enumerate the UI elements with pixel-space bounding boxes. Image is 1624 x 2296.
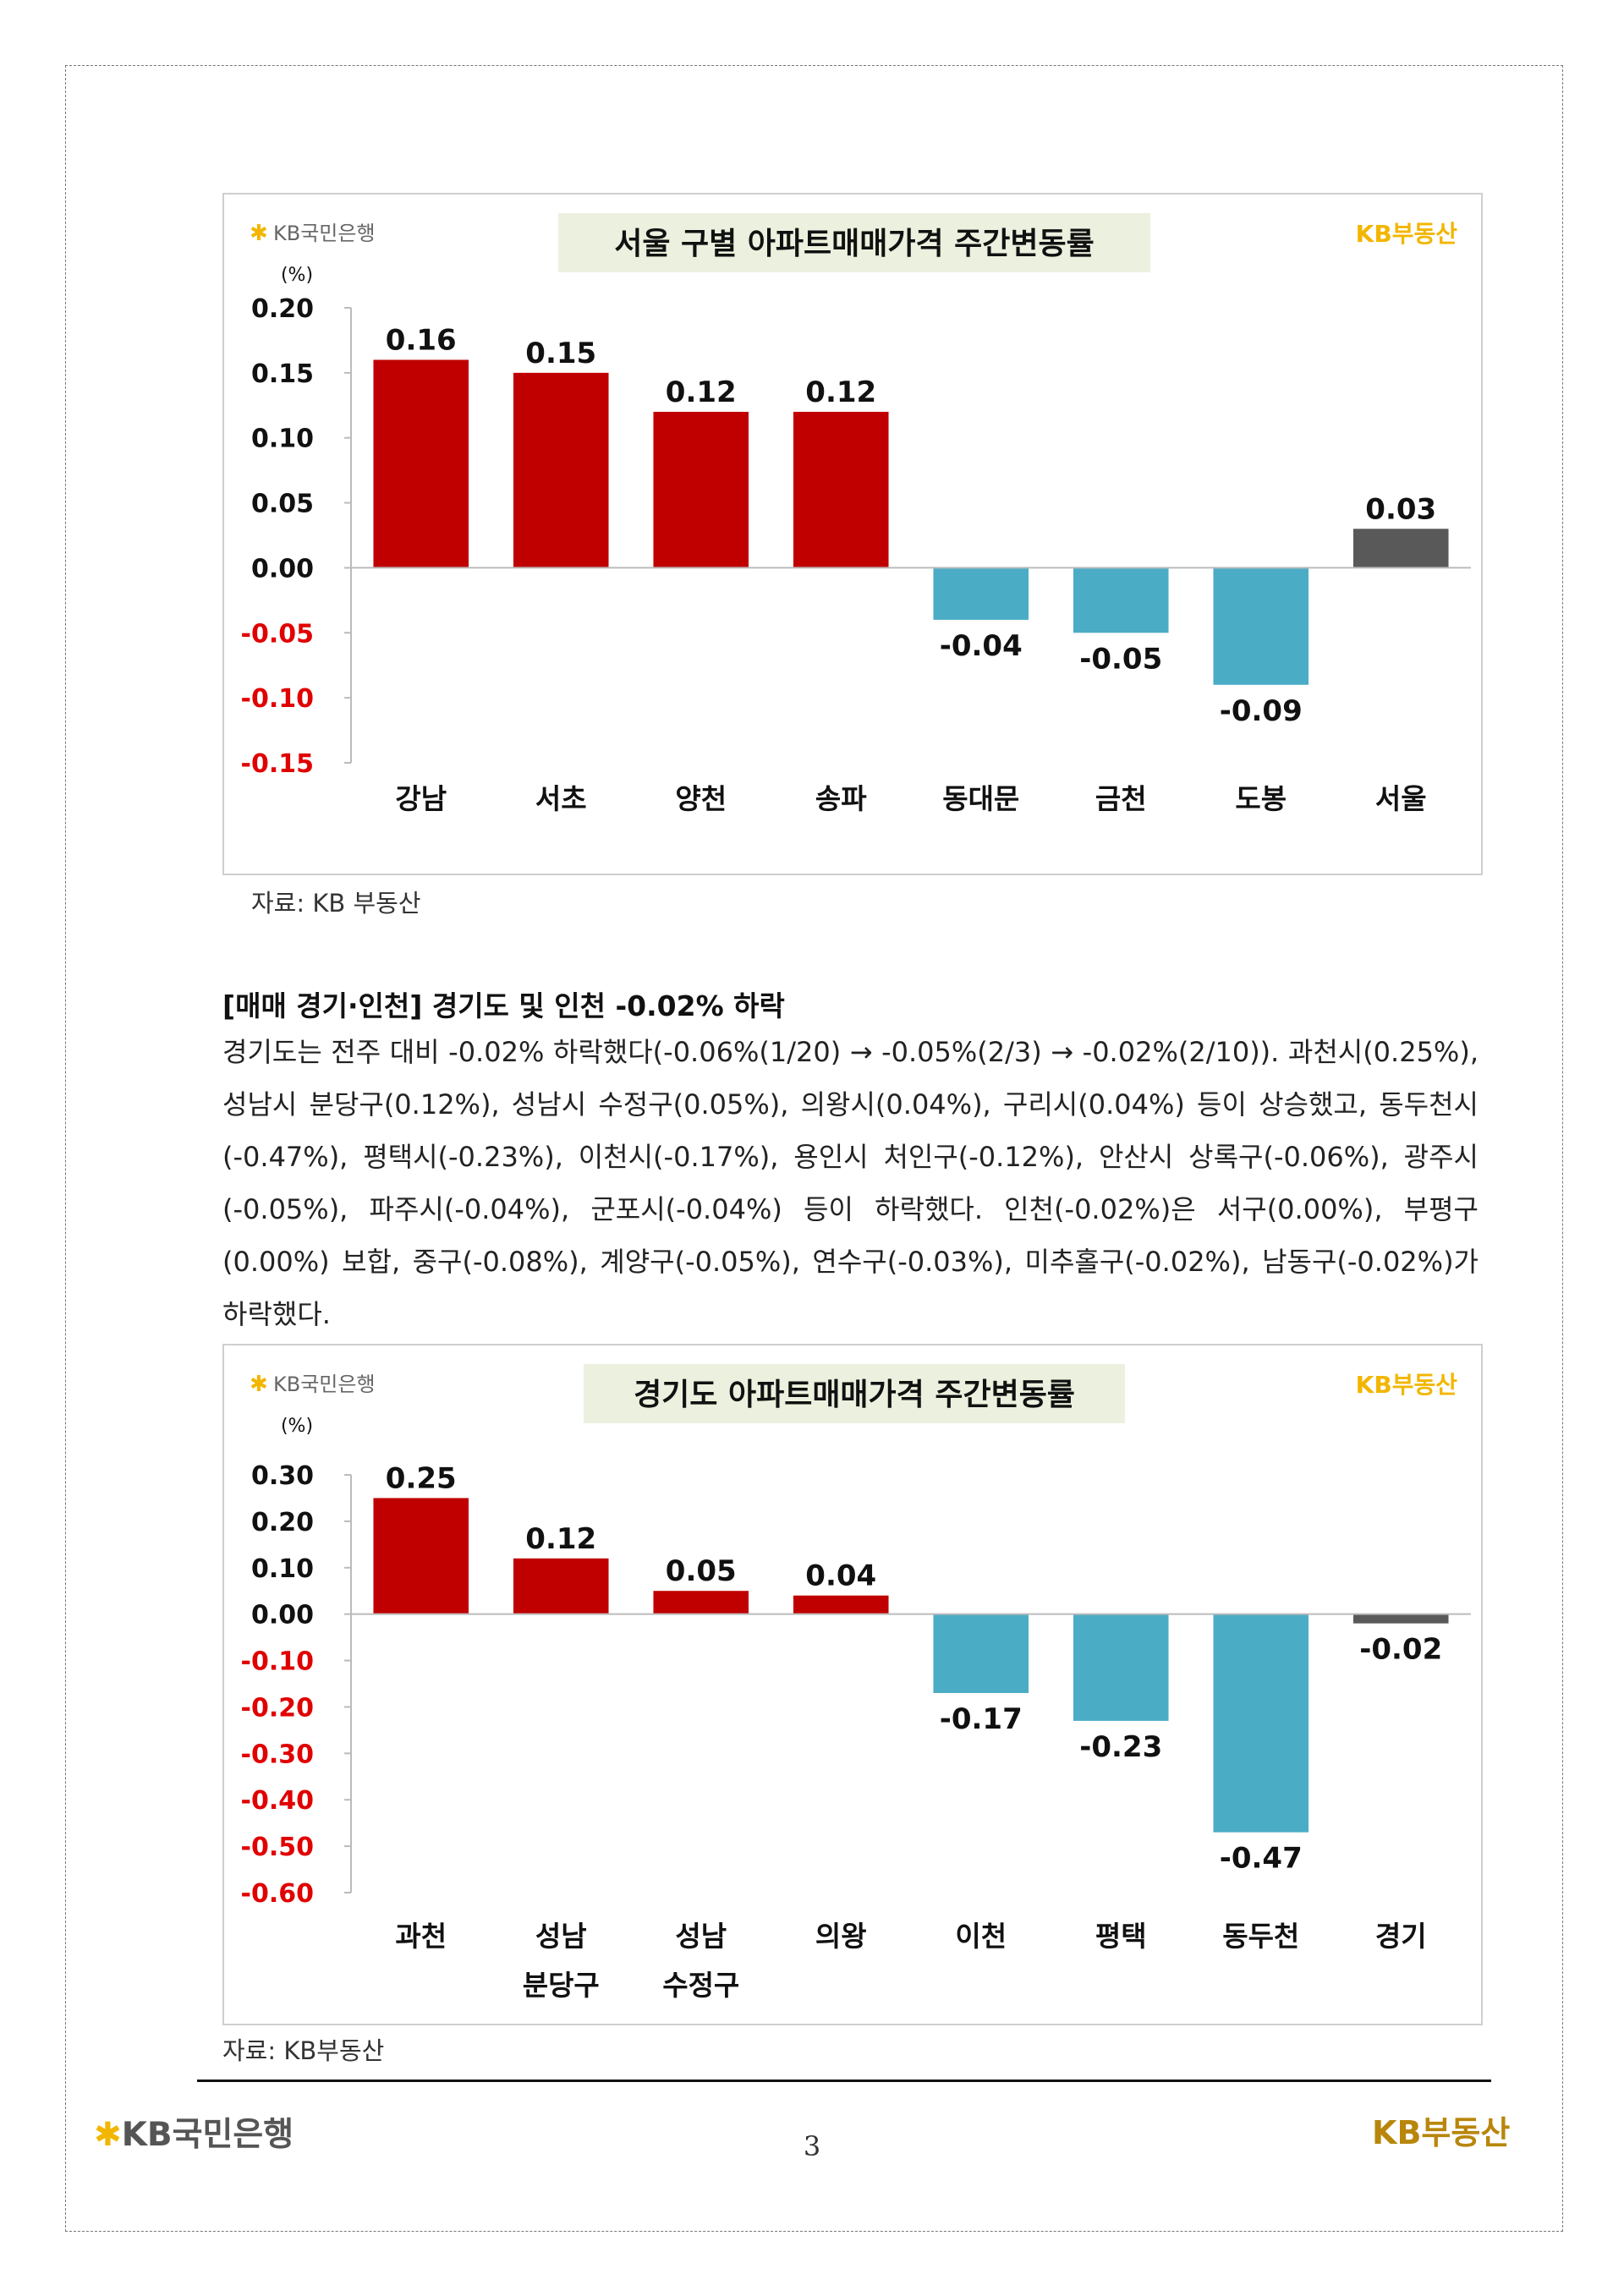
y-tick-label: 0.10 bbox=[251, 425, 314, 454]
x-category-label: 도봉 bbox=[1235, 782, 1287, 815]
bar bbox=[1352, 529, 1449, 568]
x-category-label: 서울 bbox=[1375, 782, 1427, 815]
y-tick-label: 0.05 bbox=[251, 490, 314, 519]
bar bbox=[1213, 1614, 1309, 1833]
x-category-label: 동대문 bbox=[942, 782, 1019, 815]
y-tick-label: -0.20 bbox=[241, 1693, 314, 1723]
bar bbox=[1073, 567, 1169, 633]
y-tick-label: -0.60 bbox=[241, 1879, 314, 1909]
data-label: 0.25 bbox=[386, 1461, 457, 1495]
x-category-label: 강남 bbox=[395, 782, 447, 815]
x-category-label: 서초 bbox=[535, 782, 587, 815]
x-category-label: 금천 bbox=[1095, 782, 1147, 815]
page-border bbox=[65, 65, 1563, 2232]
data-label: -0.02 bbox=[1359, 1633, 1442, 1667]
gyeonggi-chart-source: 자료: KB부동산 bbox=[222, 2036, 385, 2065]
data-label: -0.23 bbox=[1079, 1730, 1162, 1764]
kb-star-icon: ✱ bbox=[94, 2116, 122, 2154]
y-tick-label: -0.15 bbox=[241, 749, 314, 779]
y-tick-label: 0.00 bbox=[251, 554, 314, 584]
chart-title: 서울 구별 아파트매매가격 주간변동률 bbox=[614, 227, 1095, 261]
data-label: -0.05 bbox=[1079, 642, 1162, 676]
bar bbox=[933, 1614, 1029, 1693]
realestate-logo-text: KB부동산 bbox=[1356, 1371, 1458, 1399]
bar bbox=[653, 411, 749, 568]
bar bbox=[1213, 567, 1309, 685]
data-label: 0.12 bbox=[666, 375, 737, 409]
kb-star-icon: ✱ bbox=[250, 221, 268, 246]
seoul-bar-chart: ✱ KB국민은행 KB부동산 서울 구별 아파트매매가격 주간변동률 (%) 0.20 0.… bbox=[241, 213, 1471, 815]
bar bbox=[793, 1595, 889, 1614]
y-tick-label: 0.00 bbox=[251, 1601, 314, 1630]
y-tick-label: 0.30 bbox=[251, 1461, 314, 1491]
x-category-label: 수정구 bbox=[662, 1969, 739, 2002]
section-heading: [매매 경기·인천] 경기도 및 인천 -0.02% 하락 bbox=[222, 989, 785, 1022]
bank-logo-text: KB국민은행 bbox=[273, 1373, 376, 1396]
y-tick-label: -0.05 bbox=[241, 619, 314, 649]
bar bbox=[513, 372, 609, 568]
bar bbox=[1352, 1614, 1449, 1624]
bank-logo-text: KB국민은행 bbox=[273, 222, 376, 245]
bar bbox=[1073, 1614, 1169, 1721]
bar bbox=[373, 359, 469, 568]
data-label: 0.12 bbox=[805, 375, 876, 409]
x-category-label: 이천 bbox=[955, 1920, 1007, 1953]
x-category-label: 과천 bbox=[395, 1920, 447, 1953]
gyeonggi-bar-chart: ✱ KB국민은행 KB부동산 경기도 아파트매매가격 주간변동률 (%) 0.30 0.20… bbox=[241, 1364, 1471, 2002]
data-label: 0.12 bbox=[525, 1522, 596, 1556]
y-tick-label: 0.15 bbox=[251, 359, 314, 389]
unit-label: (%) bbox=[281, 265, 313, 286]
data-label: -0.17 bbox=[940, 1702, 1023, 1736]
x-category-label: 성남 bbox=[535, 1920, 587, 1953]
data-label: 0.05 bbox=[666, 1554, 737, 1588]
kb-realestate-logo: KB부동산 bbox=[1372, 2114, 1511, 2151]
seoul-chart-source: 자료: KB 부동산 bbox=[251, 889, 421, 918]
seoul-chart: ✱ KB국민은행 KB부동산 서울 구별 아파트매매가격 주간변동률 (%) 0.20 0.… bbox=[222, 193, 1483, 875]
x-category-label: 양천 bbox=[675, 782, 727, 815]
data-label: -0.47 bbox=[1220, 1842, 1303, 1876]
section-paragraph: 경기도는 전주 대비 -0.02% 하락했다(-0.06%(1/20) → -0… bbox=[222, 1036, 1479, 1330]
y-tick-label: -0.40 bbox=[241, 1786, 314, 1816]
y-tick-label: -0.50 bbox=[241, 1833, 314, 1862]
y-tick-label: 0.20 bbox=[251, 1508, 314, 1537]
bar bbox=[933, 567, 1029, 620]
x-category-label: 평택 bbox=[1095, 1920, 1147, 1953]
data-label: 0.16 bbox=[386, 323, 457, 357]
unit-label: (%) bbox=[281, 1416, 313, 1437]
bar bbox=[373, 1498, 469, 1614]
page-number: 3 bbox=[803, 2130, 821, 2162]
y-tick-label: 0.10 bbox=[251, 1554, 314, 1584]
y-tick-label: -0.30 bbox=[241, 1740, 314, 1769]
y-tick-label: -0.10 bbox=[241, 1647, 314, 1677]
chart-title: 경기도 아파트매매가격 주간변동률 bbox=[634, 1378, 1075, 1412]
x-category-label: 송파 bbox=[815, 782, 867, 815]
gyeonggi-chart: ✱ KB국민은행 KB부동산 경기도 아파트매매가격 주간변동률 (%) 0.30 0.20… bbox=[222, 1344, 1483, 2025]
data-label: 0.15 bbox=[525, 337, 596, 370]
y-tick-label: -0.10 bbox=[241, 684, 314, 714]
data-label: -0.04 bbox=[940, 629, 1023, 663]
x-category-label: 의왕 bbox=[815, 1920, 867, 1953]
realestate-logo-text: KB부동산 bbox=[1356, 220, 1458, 248]
chart-title-background bbox=[558, 213, 1150, 272]
y-tick-label: 0.20 bbox=[251, 294, 314, 324]
x-category-label: 분당구 bbox=[523, 1969, 600, 2002]
x-category-label: 성남 bbox=[675, 1920, 727, 1953]
chart-title-background bbox=[584, 1364, 1125, 1423]
data-label: -0.09 bbox=[1220, 694, 1303, 728]
x-category-label: 경기 bbox=[1375, 1920, 1427, 1953]
bar bbox=[513, 1558, 609, 1614]
kb-bank-logo: ✱KB국민은행 bbox=[94, 2116, 294, 2154]
footer-divider bbox=[197, 2080, 1491, 2082]
data-label: 0.03 bbox=[1365, 492, 1436, 526]
kb-star-icon: ✱ bbox=[250, 1372, 268, 1397]
bar bbox=[653, 1591, 749, 1614]
bar bbox=[793, 411, 889, 568]
data-label: 0.04 bbox=[805, 1559, 876, 1593]
x-category-label: 동두천 bbox=[1222, 1920, 1299, 1953]
